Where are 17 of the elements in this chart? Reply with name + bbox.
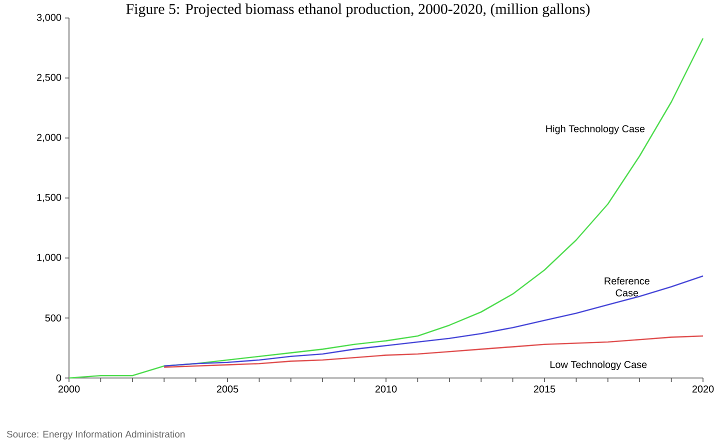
- y-tick-label: 500: [45, 314, 62, 322]
- y-tick-label: 3,000: [36, 14, 62, 22]
- series-label: Low Technology Case: [550, 360, 647, 370]
- x-tick-label: 2010: [375, 386, 397, 393]
- x-tick-label: 2005: [216, 386, 238, 393]
- series-label: Reference Case: [604, 277, 650, 296]
- y-tick-label: 0: [56, 374, 62, 382]
- y-tick-label: 2,500: [37, 74, 62, 82]
- y-tick-label: 2,000: [37, 134, 62, 142]
- source-note: Source: Energy Information Administration: [6, 430, 185, 440]
- x-tick-label: 2020: [692, 386, 714, 393]
- chart-title: Figure 5: Projected biomass ethanol production, 2000-2020, (million gallons): [126, 4, 590, 18]
- y-tick-label: 1,500: [37, 194, 62, 202]
- x-tick-label: 2000: [58, 386, 80, 393]
- x-tick-label: 2015: [534, 386, 556, 393]
- y-tick-label: 1,000: [37, 254, 62, 262]
- series-label: High Technology Case: [546, 124, 645, 134]
